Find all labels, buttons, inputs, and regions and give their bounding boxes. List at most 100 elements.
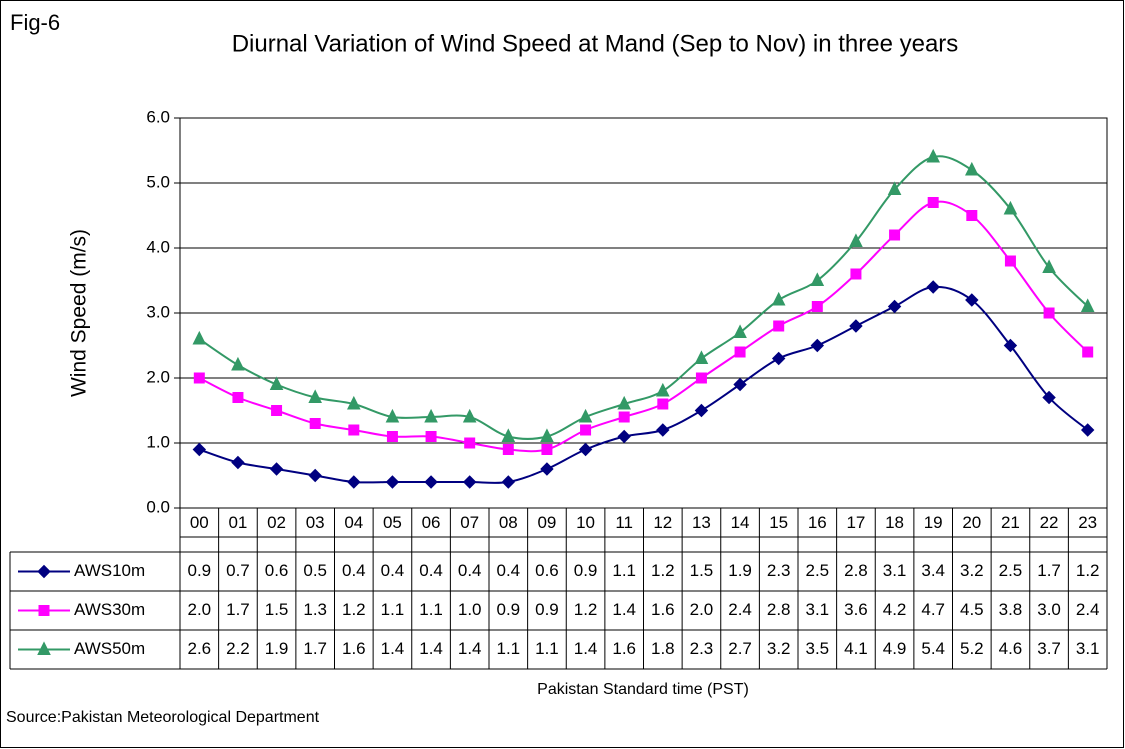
marker: [1080, 298, 1095, 312]
table-value: 5.4: [921, 639, 945, 658]
marker: [850, 268, 862, 280]
marker: [386, 431, 398, 442]
x-tick-label: 03: [306, 513, 325, 532]
x-tick-label: 09: [537, 513, 556, 532]
marker: [657, 398, 669, 410]
table-value: 1.2: [1076, 561, 1100, 580]
table-value: 0.7: [226, 561, 250, 580]
table-value: 1.4: [458, 639, 482, 658]
table-value: 1.3: [303, 600, 327, 619]
table-value: 0.9: [535, 600, 559, 619]
marker: [462, 475, 477, 489]
table-value: 2.6: [187, 639, 211, 658]
marker: [733, 377, 747, 392]
table-value: 1.9: [728, 561, 752, 580]
y-axis-label: Wind Speed (m/s): [68, 229, 91, 397]
marker: [385, 408, 400, 423]
marker: [271, 405, 283, 416]
marker: [773, 320, 785, 332]
table-value: 2.0: [187, 600, 211, 619]
table-value: 0.4: [458, 561, 482, 580]
y-tick-label: 6.0: [146, 107, 170, 126]
table-value: 1.9: [265, 639, 289, 658]
table-value: 2.5: [805, 561, 829, 580]
fig-label: Fig-6: [10, 10, 60, 35]
marker: [193, 372, 205, 384]
table-value: 3.7: [1037, 639, 1061, 658]
table-value: 1.7: [303, 639, 327, 658]
marker: [1003, 200, 1018, 215]
marker: [37, 564, 51, 579]
x-tick-label: 18: [885, 513, 904, 532]
marker: [308, 389, 322, 403]
table-value: 3.0: [1037, 600, 1061, 619]
table-value: 3.6: [844, 600, 868, 619]
table-value: 1.4: [419, 639, 443, 658]
marker: [578, 408, 593, 423]
marker: [37, 641, 51, 655]
table-value: 5.2: [960, 639, 984, 658]
table-value: 3.2: [767, 639, 791, 658]
x-tick-label: 08: [499, 513, 518, 532]
table-value: 3.2: [960, 561, 984, 580]
marker: [462, 408, 477, 423]
marker: [656, 423, 670, 437]
table-value: 2.5: [999, 561, 1023, 580]
marker: [887, 181, 902, 195]
table-value: 1.0: [458, 600, 482, 619]
table-value: 4.1: [844, 639, 868, 658]
marker: [580, 424, 592, 436]
marker: [734, 346, 746, 358]
y-tick-label: 5.0: [146, 172, 170, 191]
table-value: 2.8: [767, 600, 791, 619]
table-value: 2.3: [690, 639, 714, 658]
marker: [617, 429, 631, 444]
table-value: 0.9: [574, 561, 598, 580]
table-value: 1.1: [535, 639, 559, 658]
marker: [385, 475, 400, 489]
marker: [1082, 346, 1094, 358]
table-value: 1.5: [265, 600, 289, 619]
table-value: 1.1: [496, 639, 520, 658]
x-tick-label: 17: [846, 513, 865, 532]
y-tick-label: 2.0: [146, 367, 170, 386]
marker: [501, 475, 516, 489]
table-value: 3.1: [805, 600, 829, 619]
marker: [965, 161, 979, 176]
marker: [424, 408, 438, 423]
marker: [926, 148, 940, 163]
marker: [618, 411, 630, 423]
y-tick-label: 3.0: [146, 302, 170, 321]
table-value: 4.6: [999, 639, 1023, 658]
marker: [540, 428, 554, 442]
table-value: 4.7: [921, 600, 945, 619]
x-tick-label: 14: [731, 513, 750, 532]
table-value: 1.1: [612, 561, 636, 580]
marker: [695, 372, 707, 384]
marker: [1042, 259, 1056, 273]
marker: [348, 424, 360, 436]
marker: [192, 442, 207, 457]
table-value: 0.4: [381, 561, 405, 580]
table-value: 1.1: [419, 600, 443, 619]
table-value: 0.4: [419, 561, 443, 580]
marker: [269, 462, 284, 476]
table-value: 1.2: [342, 600, 366, 619]
marker: [617, 395, 631, 410]
marker: [1043, 307, 1055, 319]
table-value: 1.6: [651, 600, 675, 619]
marker: [269, 376, 284, 390]
legend-label: AWS10m: [74, 561, 145, 580]
marker: [347, 475, 361, 489]
marker: [810, 338, 825, 353]
marker: [578, 442, 593, 457]
marker: [1042, 390, 1056, 405]
table-value: 2.2: [226, 639, 250, 658]
marker: [502, 444, 514, 455]
table-value: 2.4: [1076, 600, 1100, 619]
marker: [927, 197, 939, 208]
table-value: 0.6: [535, 561, 559, 580]
x-tick-label: 02: [267, 513, 286, 532]
x-tick-label: 15: [769, 513, 788, 532]
